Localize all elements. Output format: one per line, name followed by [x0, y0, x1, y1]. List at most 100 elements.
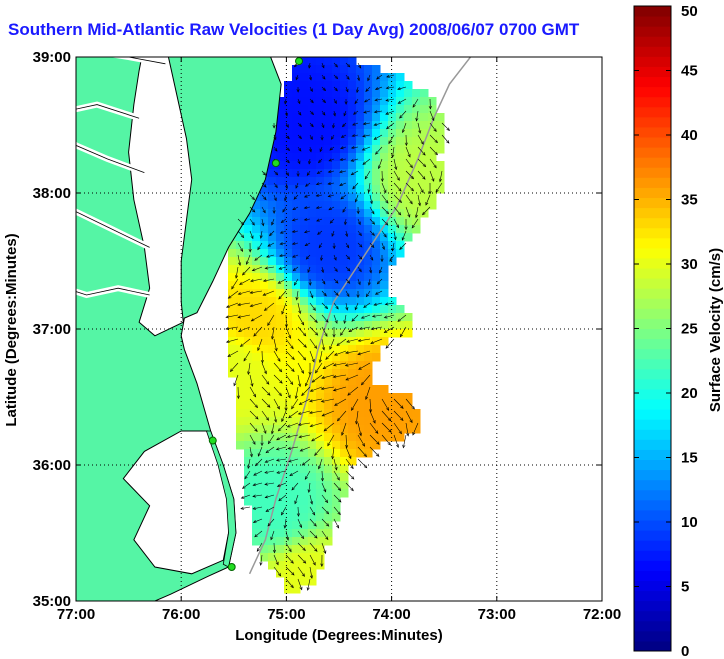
velocity-arrow	[288, 458, 299, 463]
velocity-arrow	[333, 506, 341, 516]
velocity-cell	[356, 377, 365, 386]
velocity-cell	[332, 81, 341, 90]
velocity-cell	[372, 185, 381, 194]
velocity-arrow	[297, 410, 311, 415]
velocity-cell	[300, 233, 309, 242]
velocity-cell	[404, 153, 413, 162]
velocity-cell	[268, 513, 277, 522]
colorbar-swatch	[634, 36, 671, 47]
velocity-cell	[268, 193, 277, 202]
velocity-cell	[324, 265, 333, 274]
velocity-cell	[252, 497, 261, 506]
velocity-arrow	[261, 170, 267, 176]
velocity-arrow	[266, 254, 275, 258]
colorbar-swatch	[634, 610, 671, 622]
velocity-cell	[348, 441, 357, 450]
velocity-cell	[388, 305, 397, 314]
velocity-cell	[332, 121, 341, 130]
velocity-cell	[388, 433, 397, 442]
velocity-arrow	[309, 98, 314, 104]
velocity-cell	[284, 97, 293, 106]
velocity-cell	[276, 401, 285, 410]
velocity-cell	[308, 209, 317, 218]
velocity-cell	[300, 321, 309, 330]
velocity-cell	[348, 225, 357, 234]
velocity-cell	[308, 457, 317, 466]
velocity-cell	[284, 569, 293, 578]
velocity-cell	[252, 257, 261, 266]
colorbar-swatch	[634, 318, 671, 329]
velocity-cell	[268, 449, 277, 458]
velocity-arrow	[357, 338, 371, 343]
velocity-cell	[404, 137, 413, 146]
velocity-cell	[292, 449, 301, 458]
velocity-cell	[340, 265, 349, 274]
velocity-cell	[356, 177, 365, 186]
velocity-cell	[276, 521, 285, 530]
velocity-cell	[276, 153, 285, 162]
velocity-cell	[316, 81, 325, 90]
velocity-cell	[348, 361, 357, 370]
velocity-arrow	[333, 266, 338, 273]
velocity-arrow	[318, 158, 323, 164]
outer-banks	[205, 430, 237, 568]
velocity-arrow	[342, 122, 347, 128]
velocity-arrow	[321, 122, 325, 129]
velocity-cell	[412, 113, 421, 122]
velocity-arrow	[381, 194, 389, 204]
colorbar-swatch	[634, 630, 671, 642]
velocity-cell	[356, 217, 365, 226]
velocity-cell	[372, 105, 381, 114]
velocity-cell	[380, 273, 389, 282]
velocity-cell	[364, 121, 373, 130]
colorbar-swatch	[634, 489, 671, 501]
velocity-cell	[340, 417, 349, 426]
velocity-cell	[268, 305, 277, 314]
velocity-cell	[324, 169, 333, 178]
velocity-arrow	[283, 518, 287, 529]
velocity-cell	[276, 489, 285, 498]
velocity-arrow	[297, 350, 307, 361]
velocity-cell	[276, 281, 285, 290]
velocity-arrow	[334, 350, 347, 356]
colorbar-swatch	[634, 86, 671, 98]
velocity-cell	[340, 369, 349, 378]
velocity-cell	[404, 105, 413, 114]
velocity-arrow	[285, 542, 292, 553]
velocity-arrow	[308, 74, 313, 81]
velocity-cell	[252, 273, 261, 282]
velocity-cell	[356, 121, 365, 130]
velocity-cell	[308, 233, 317, 242]
velocity-cell	[340, 145, 349, 154]
velocity-cell	[236, 233, 245, 242]
velocity-cell	[356, 417, 365, 426]
velocity-arrow	[393, 230, 397, 241]
velocity-cell	[292, 65, 301, 74]
velocity-arrow	[267, 518, 275, 527]
velocity-cell	[300, 73, 309, 82]
velocity-cell	[276, 529, 285, 538]
velocity-arrow	[260, 434, 264, 447]
velocity-cell	[340, 177, 349, 186]
velocity-cell	[276, 561, 285, 570]
velocity-arrow	[345, 482, 354, 492]
velocity-cell	[324, 345, 333, 354]
velocity-cell	[244, 473, 253, 482]
velocity-cell	[356, 297, 365, 306]
velocity-cell	[284, 353, 293, 362]
velocity-arrow	[309, 314, 318, 324]
velocity-arrow	[381, 230, 387, 238]
velocity-arrow	[237, 254, 242, 266]
velocity-arrow	[279, 230, 287, 234]
velocity-arrow	[411, 218, 419, 229]
velocity-cell	[380, 305, 389, 314]
colorbar-swatch	[634, 126, 671, 138]
x-axis-label: Longitude (Degrees:Minutes)	[235, 627, 443, 644]
velocity-cell	[396, 89, 405, 98]
velocity-arrow	[399, 326, 407, 338]
velocity-cell	[244, 417, 253, 426]
velocity-cell	[300, 529, 309, 538]
velocity-cell	[364, 257, 373, 266]
velocity-cell	[260, 217, 269, 226]
velocity-arrow	[311, 374, 323, 383]
